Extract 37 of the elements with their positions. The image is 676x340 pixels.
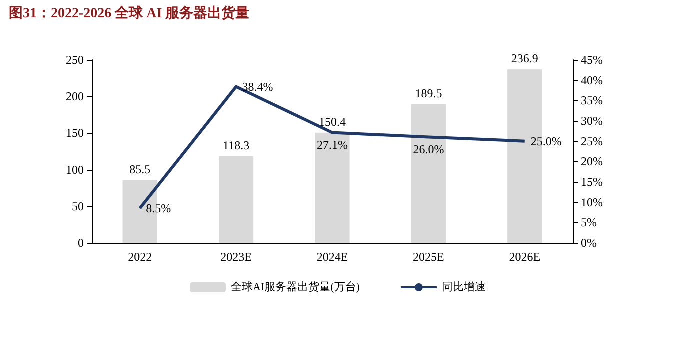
- y2-tick-label: 0%: [581, 236, 597, 250]
- data-label: 118.3: [223, 138, 250, 152]
- data-label: 8.5%: [146, 201, 172, 216]
- data-label: 236.9: [511, 52, 538, 66]
- legend-label: 同比增速: [442, 280, 486, 294]
- y-tick-label: 100: [66, 162, 84, 177]
- y2-tick-label: 30%: [581, 114, 603, 128]
- y2-tick-label: 35%: [581, 94, 603, 108]
- y2-tick-label: 5%: [581, 216, 597, 230]
- data-label: 85.5: [130, 162, 151, 176]
- data-label: 150.4: [319, 114, 346, 129]
- y2-tick-label: 15%: [581, 175, 603, 189]
- y2-tick-label: 20%: [581, 154, 603, 169]
- x-tick-label: 2026E: [509, 250, 541, 264]
- x-tick-label: 2025E: [413, 250, 444, 264]
- y2-tick-label: 40%: [581, 73, 603, 88]
- data-label: 189.5: [415, 86, 442, 100]
- x-tick-label: 2022: [128, 250, 152, 264]
- y-tick-label: 150: [66, 126, 84, 140]
- legend-label: 全球AI服务器出货量(万台): [231, 280, 360, 294]
- y-tick-label: 250: [66, 53, 84, 67]
- bar: [411, 104, 446, 243]
- x-tick-label: 2023E: [220, 250, 252, 264]
- data-label: 25.0%: [530, 134, 562, 148]
- y-tick-label: 200: [66, 90, 84, 104]
- x-tick-label: 2024E: [316, 250, 348, 264]
- bar: [315, 132, 350, 243]
- y2-tick-label: 45%: [581, 53, 603, 67]
- y-tick-label: 0: [78, 236, 84, 250]
- bar: [218, 156, 254, 243]
- y2-tick-label: 10%: [581, 195, 603, 210]
- data-label: 38.4%: [242, 80, 274, 94]
- data-label: 26.0%: [413, 142, 444, 156]
- y-tick-label: 50: [72, 199, 84, 214]
- data-label: 27.1%: [317, 138, 348, 152]
- chart-title: 图31：2022-2026 全球 AI 服务器出货量: [9, 6, 250, 22]
- y2-tick-label: 25%: [581, 134, 603, 148]
